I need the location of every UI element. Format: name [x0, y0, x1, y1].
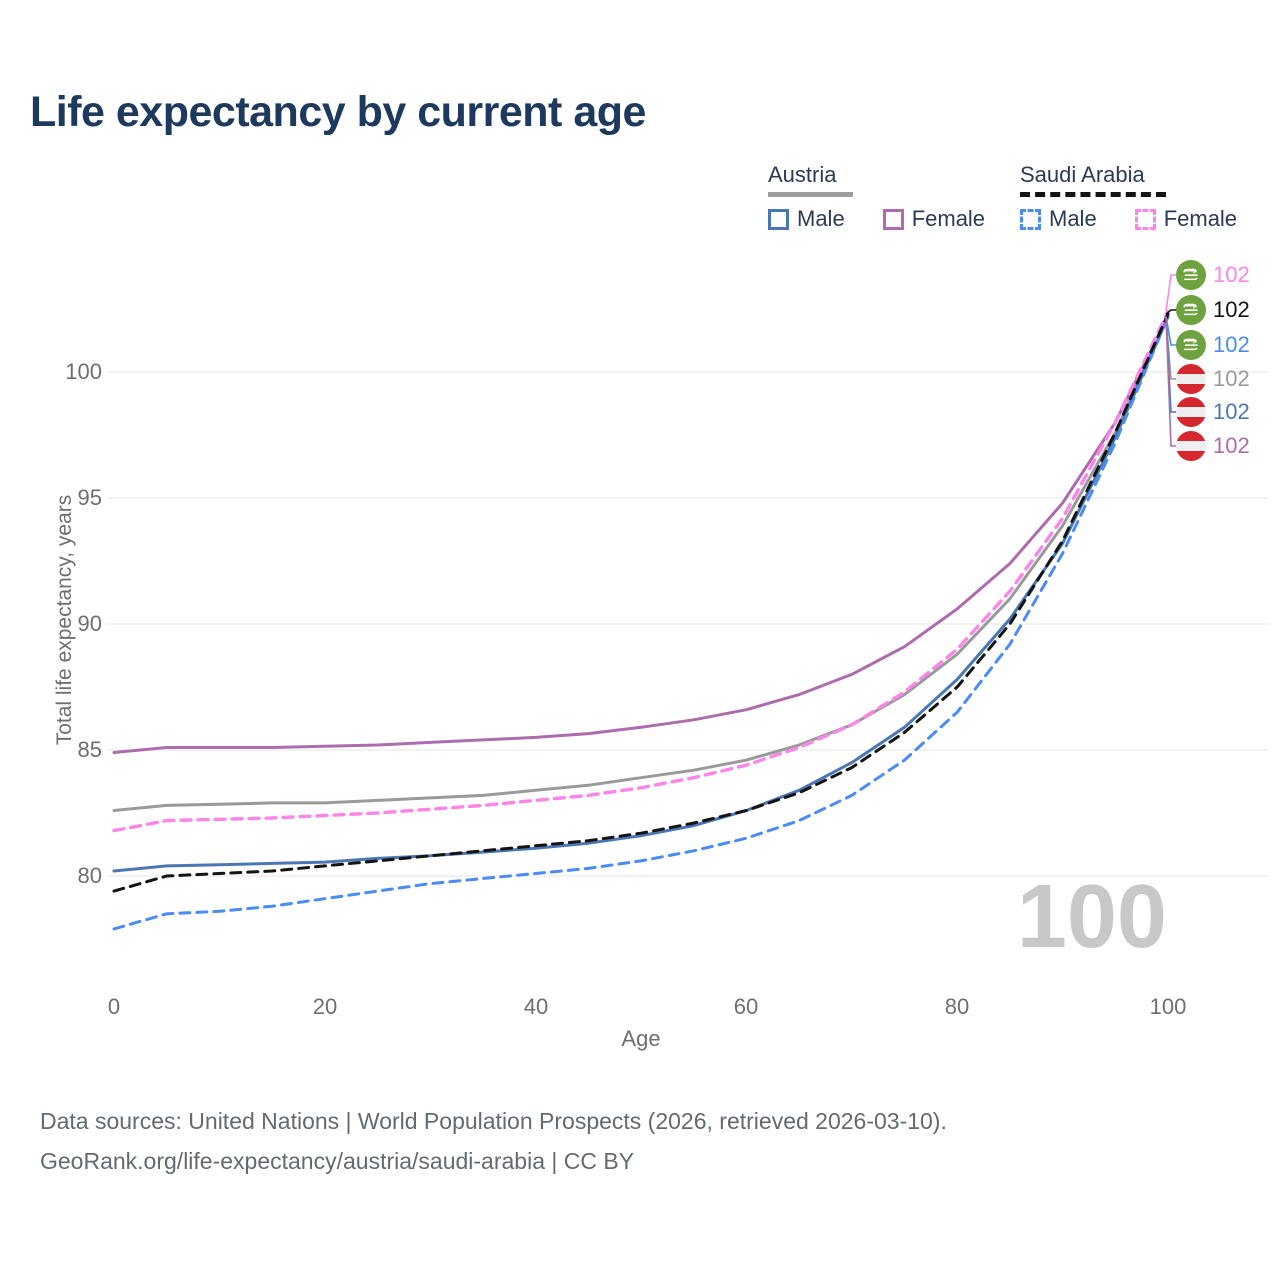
- legend-item-austria-female[interactable]: Female: [882, 206, 986, 232]
- y-tick-label-90: 90: [77, 611, 102, 636]
- leader-line-saudi_female: [1165, 274, 1177, 312]
- end-label-saudi-female: 102: [1176, 260, 1250, 290]
- x-tick-label-0: 0: [107, 994, 121, 1019]
- leader-line-saudi_male: [1165, 316, 1177, 346]
- legend-label-austria-female: Female: [911, 206, 986, 231]
- end-label-value: 102: [1213, 433, 1250, 458]
- legend-underline-saudi-dashed-line: [1020, 192, 1166, 197]
- series-line-saudi_male: [112, 315, 1170, 931]
- x-axis-title: Age: [621, 1026, 661, 1051]
- end-label-austria-male: 102: [1176, 397, 1250, 427]
- series-line-austria_male: [112, 315, 1170, 873]
- x-tick-label-80: 80: [944, 994, 970, 1019]
- watermark-age-100: 100: [1016, 867, 1167, 967]
- footer-data-sources: Data sources: United Nations | World Pop…: [40, 1108, 947, 1134]
- legend-item-saudi-male[interactable]: Male: [1020, 206, 1097, 232]
- end-label-value: 102: [1213, 399, 1250, 424]
- saudi-female-swatch-icon: [1134, 208, 1156, 230]
- saudi-arabia-flag-icon: [1176, 330, 1206, 360]
- saudi-arabia-flag-icon: [1176, 260, 1206, 290]
- austria-female-swatch-icon: [882, 208, 904, 230]
- series-line-saudi_total: [112, 312, 1170, 893]
- legend-country-saudi-arabia: Saudi Arabia: [1020, 162, 1145, 187]
- legend-label-saudi-female: Female: [1163, 206, 1238, 231]
- legend-label-austria-male: Male: [797, 206, 845, 231]
- legend-label-saudi-male: Male: [1049, 206, 1097, 231]
- y-tick-label-100: 100: [65, 359, 102, 384]
- end-label-value: 102: [1213, 297, 1250, 322]
- end-label-saudi-male: 102: [1176, 330, 1250, 360]
- leader-line-saudi_total: [1165, 309, 1177, 315]
- x-tick-label-40: 40: [523, 994, 549, 1019]
- legend-underline-austria-solid-line: [768, 192, 853, 197]
- end-label-value: 102: [1213, 332, 1250, 357]
- x-tick-label-20: 20: [312, 994, 338, 1019]
- footer-attribution: GeoRank.org/life-expectancy/austria/saud…: [40, 1148, 635, 1174]
- end-label-value: 102: [1213, 366, 1250, 391]
- x-tick-label-100: 100: [1149, 994, 1187, 1019]
- x-tick-label-60: 60: [733, 994, 759, 1019]
- legend-item-saudi-female[interactable]: Female: [1134, 206, 1238, 232]
- series-line-austria_female: [112, 315, 1170, 754]
- chart-title: Life expectancy by current age: [30, 88, 646, 136]
- austria-flag-icon: [1176, 397, 1206, 427]
- austria-flag-icon: [1176, 431, 1206, 461]
- end-label-austria-total: 102: [1176, 364, 1250, 394]
- y-tick-label-85: 85: [77, 737, 102, 762]
- y-tick-label-80: 80: [77, 863, 102, 888]
- austria-male-swatch-icon: [768, 208, 789, 230]
- end-label-saudi-total: 102: [1176, 295, 1250, 325]
- legend-item-austria-male[interactable]: Male: [768, 206, 845, 232]
- end-label-austria-female: 102: [1176, 431, 1250, 461]
- saudi-male-swatch-icon: [1020, 208, 1041, 230]
- series-line-austria_total: [112, 315, 1170, 812]
- end-label-value: 102: [1213, 262, 1250, 287]
- austria-flag-icon: [1176, 364, 1206, 394]
- legend-country-austria: Austria: [768, 162, 837, 187]
- legend-group-saudi-arabia: Saudi Arabia Male Female: [1020, 162, 1237, 232]
- y-tick-label-95: 95: [77, 485, 102, 510]
- series-line-saudi_female: [112, 309, 1170, 833]
- leader-line-austria_female: [1165, 316, 1177, 447]
- saudi-arabia-flag-icon: [1176, 295, 1206, 325]
- legend-group-austria: Austria Male Female: [768, 162, 985, 232]
